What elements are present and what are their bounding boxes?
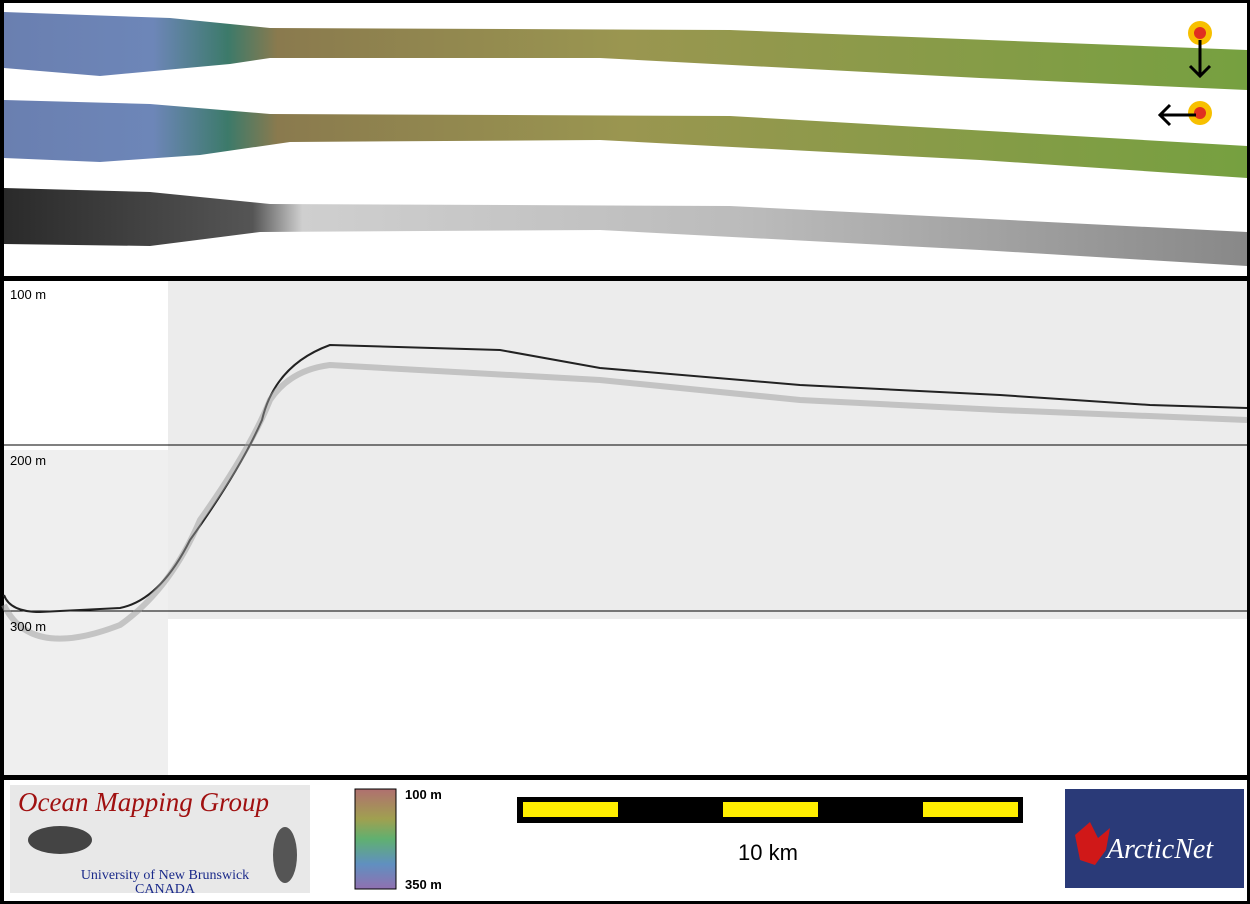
backscatter-swath xyxy=(4,188,1247,266)
depth-label: 100 m xyxy=(10,287,46,302)
depth-label: 300 m xyxy=(10,619,46,634)
omg-title: Ocean Mapping Group xyxy=(18,787,269,817)
omg-graphic xyxy=(273,827,297,883)
bathymetry-swath xyxy=(4,12,1247,90)
depth-colorbar xyxy=(354,788,397,890)
shaded-swath xyxy=(4,100,1247,178)
sub-bottom-layer xyxy=(1,361,1248,642)
sun-icon xyxy=(1188,21,1212,79)
profile-record xyxy=(168,281,1247,619)
depth-label: 200 m xyxy=(10,453,46,468)
arcticnet-name: ArcticNet xyxy=(1105,834,1214,865)
colorbar-label: 100 m xyxy=(405,787,442,802)
omg-graphic xyxy=(28,826,92,854)
scale-bar xyxy=(517,797,1023,823)
omg-university: University of New Brunswick xyxy=(81,868,249,883)
omg-country: CANADA xyxy=(135,882,196,897)
scale-label: 10 km xyxy=(738,840,798,865)
maple-leaf xyxy=(1075,822,1110,865)
colorbar-label: 350 m xyxy=(405,877,442,892)
sun-icon xyxy=(1157,101,1212,127)
profile-record xyxy=(4,450,168,775)
